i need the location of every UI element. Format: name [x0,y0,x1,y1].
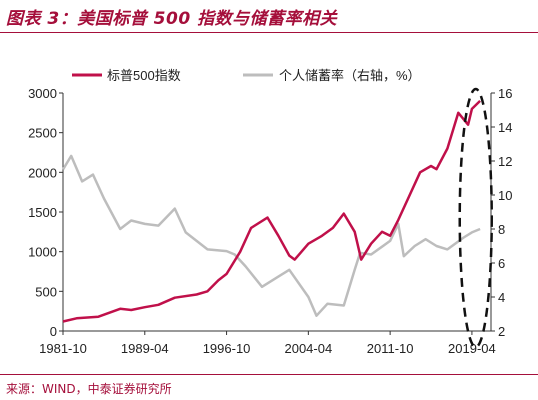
title-rule [0,32,538,33]
y-right-tick-label: 8 [498,222,505,237]
chart-svg: 标普500指数 个人储蓄率（右轴，%） 0 500 1000 1500 2000 2500… [28,68,512,356]
y-left-tick-label: 1500 [28,205,57,220]
y-right-tick-label: 6 [498,256,505,271]
x-tick-label: 1981-10 [39,341,87,356]
x-tick-label: 2004-04 [284,341,332,356]
x-tick-label: 1996-10 [203,341,251,356]
legend-label-saving: 个人储蓄率（右轴，%） [279,68,421,83]
axes: 0 500 1000 1500 2000 2500 3000 2 4 6 8 10 12 14 16 1981… [28,86,512,356]
series-line-saving-rate [61,154,481,317]
series-line-sp500 [62,100,481,323]
x-tick-label: 2011-10 [367,341,414,356]
figure-title: 图表 3：美国标普 500 指数与储蓄率相关 [6,9,338,29]
y-right-tick-label: 14 [498,120,512,135]
x-tick-label: 2019-04 [448,341,496,356]
annotation-group [458,87,493,349]
y-right-tick-label: 4 [498,290,505,305]
annotation-dashed-ellipse [458,87,493,349]
y-right-tick-label: 10 [498,188,512,203]
y-left-tick-label: 2000 [28,165,57,180]
y-left-tick-label: 2500 [28,126,57,141]
legend: 标普500指数 个人储蓄率（右轴，%） [72,68,421,83]
y-right-tick-label: 12 [498,154,512,169]
y-left-tick-label: 3000 [28,86,57,101]
series-group [61,100,481,323]
y-left-tick-label: 0 [50,324,57,339]
x-tick-label: 1989-04 [121,341,169,356]
y-right-tick-label: 2 [498,324,505,339]
y-left-tick-label: 1000 [28,245,57,260]
source-note: 来源：WIND，中泰证券研究所 [6,382,172,396]
legend-label-sp500: 标普500指数 [107,68,181,83]
source-rule [0,374,538,375]
y-right-tick-label: 16 [498,86,512,101]
y-left-tick-label: 500 [35,284,57,299]
